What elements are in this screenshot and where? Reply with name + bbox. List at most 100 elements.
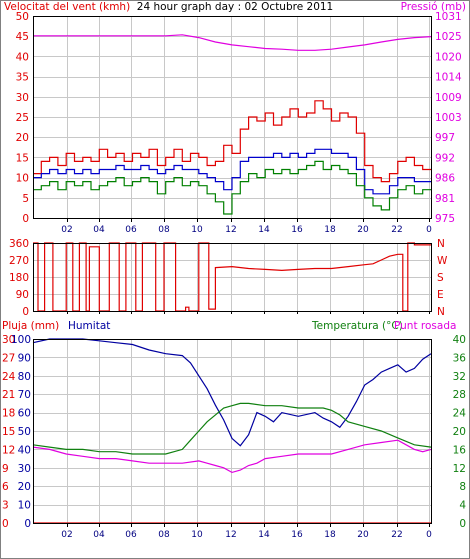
series-temperature-line	[32, 402, 432, 455]
series-humidity-line	[32, 338, 432, 447]
dewpoint-axis-title: Punt rosada	[394, 320, 456, 332]
thermo-panel-xtick-label: 12	[225, 530, 236, 540]
temperature-ytick-label: 4	[459, 500, 466, 512]
rain-axis-title: Pluja (mm)	[2, 320, 59, 332]
rain-ytick-label: 0	[2, 518, 9, 530]
wind-panel-frame	[33, 16, 432, 219]
series-pressure-line	[33, 34, 432, 51]
wind-panel-xtick-label: 10	[191, 225, 203, 235]
pressure-ytick-label: 1025	[435, 31, 462, 43]
humidity-ytick-label: 90	[18, 352, 31, 364]
pressure-ytick-label: 986	[435, 173, 455, 185]
wind-ytick-label: 40	[16, 51, 29, 63]
wind-panel-xtick-label: 18	[324, 225, 336, 235]
wind-panel-xtick-label: 08	[158, 225, 170, 235]
pressure-ytick-label: 992	[435, 152, 455, 164]
wind-panel-xtick-label: 20	[357, 225, 369, 235]
wind-panel-xtick-label: 14	[258, 225, 270, 235]
wind-ytick-label: 45	[16, 31, 29, 43]
rain-ytick-label: 9	[2, 463, 9, 475]
series-wind_avg-line	[33, 148, 431, 195]
thermo-panel-xtick-label: 22	[391, 530, 402, 540]
wind-panel-xtick-label: 16	[291, 225, 303, 235]
rain-ytick-label: 27	[2, 352, 15, 364]
temperature-ytick-label: 36	[453, 352, 467, 364]
pressure-ytick-label: 981	[435, 193, 455, 205]
rain-ytick-label: 21	[2, 389, 15, 401]
temperature-ytick-label: 8	[459, 481, 466, 493]
thermo-panel-xtick-label: 04	[93, 530, 105, 540]
wind-ytick-label: 0	[22, 213, 29, 225]
series-wind-line	[33, 160, 431, 215]
pressure-ytick-label: 975	[435, 213, 455, 225]
wind-axis-title: Velocitat del vent (kmh)	[4, 1, 130, 13]
wind-ytick-label: 15	[16, 152, 29, 164]
series-gust-line	[33, 100, 431, 183]
humidity-ytick-label: 30	[18, 463, 31, 475]
chart-title: 24 hour graph day : 02 Octubre 2011	[137, 1, 333, 13]
wind-ytick-label: 5	[22, 193, 29, 205]
temperature-ytick-label: 20	[453, 426, 466, 438]
direction-ytick-label: 0	[22, 306, 29, 318]
temperature-ytick-label: 16	[453, 444, 467, 456]
direction-ytick-label: 90	[16, 289, 29, 301]
wind-ytick-label: 25	[16, 112, 29, 124]
wind-ytick-label: 10	[16, 173, 29, 185]
direction-panel-frame	[33, 243, 432, 312]
pressure-ytick-label: 1009	[435, 92, 462, 104]
temperature-ytick-label: 12	[453, 463, 466, 475]
thermo-panel-xtick-label: 08	[158, 530, 170, 540]
temperature-axis-title: Temperatura (°C)	[311, 320, 403, 332]
rain-ytick-label: 6	[2, 481, 9, 493]
rain-ytick-label: 30	[2, 334, 15, 346]
humidity-ytick-label: 20	[18, 481, 31, 493]
thermo-panel-frame	[33, 339, 432, 524]
thermo-panel-xtick-label: 16	[291, 530, 303, 540]
temperature-ytick-label: 0	[459, 518, 466, 530]
rain-ytick-label: 12	[2, 444, 15, 456]
pressure-axis-title: Pressió (mb)	[401, 1, 466, 13]
wind-ytick-label: 50	[16, 11, 29, 23]
humidity-ytick-label: 70	[18, 389, 31, 401]
compass-ytick-label: N	[437, 238, 445, 250]
thermo-panel-xtick-label: 0	[426, 530, 432, 540]
humidity-ytick-label: 80	[18, 371, 31, 383]
pressure-ytick-label: 1003	[435, 112, 462, 124]
direction-ytick-label: 270	[9, 255, 29, 267]
direction-ytick-label: 180	[9, 272, 29, 284]
thermo-panel-xtick-label: 02	[61, 530, 72, 540]
temperature-ytick-label: 24	[453, 408, 467, 420]
humidity-ytick-label: 40	[18, 444, 31, 456]
thermo-panel-xtick-label: 06	[125, 530, 137, 540]
rain-ytick-label: 24	[2, 371, 16, 383]
humidity-ytick-label: 60	[18, 408, 31, 420]
temperature-ytick-label: 32	[453, 371, 466, 383]
series-dew_point-line	[32, 439, 432, 474]
wind-panel-xtick-label: 06	[125, 225, 137, 235]
wind-panel-xtick-label: 02	[61, 225, 72, 235]
humidity-axis-title: Humitat	[68, 320, 110, 332]
humidity-ytick-label: 0	[24, 518, 31, 530]
pressure-ytick-label: 1014	[435, 72, 462, 84]
humidity-ytick-label: 10	[18, 500, 31, 512]
rain-ytick-label: 18	[2, 408, 15, 420]
rain-ytick-label: 15	[2, 426, 15, 438]
temperature-ytick-label: 40	[453, 334, 466, 346]
wind-panel-xtick-label: 12	[225, 225, 236, 235]
rain-ytick-label: 3	[2, 500, 9, 512]
pressure-ytick-label: 1031	[435, 11, 462, 23]
wind-ytick-label: 35	[16, 72, 29, 84]
thermo-panel-xtick-label: 18	[324, 530, 336, 540]
wind-ytick-label: 20	[16, 132, 29, 144]
wind-panel-xtick-label: 22	[391, 225, 402, 235]
pressure-ytick-label: 997	[435, 132, 455, 144]
wind-ytick-label: 30	[16, 92, 29, 104]
compass-ytick-label: E	[437, 289, 444, 301]
direction-ytick-label: 360	[9, 238, 29, 250]
compass-ytick-label: W	[437, 255, 448, 267]
wind-panel-xtick-label: 04	[93, 225, 105, 235]
wind-panel-xtick-label: 0	[426, 225, 432, 235]
humidity-ytick-label: 50	[18, 426, 31, 438]
